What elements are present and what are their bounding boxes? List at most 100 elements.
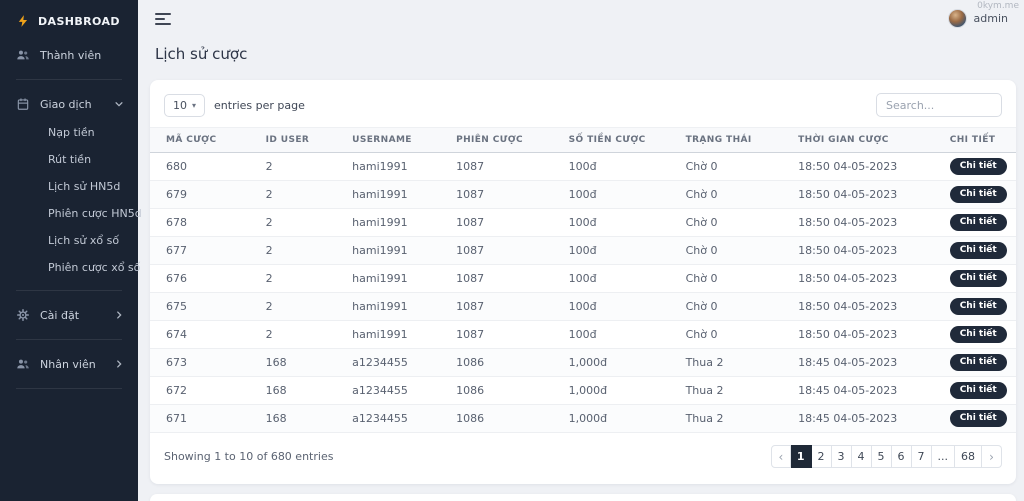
entries-per-page-label: entries per page [214,98,305,112]
sidebar-subitem[interactable]: Phiên cược HN5d [48,207,142,220]
column-header[interactable]: MÃ CƯỢC [150,127,250,153]
cell-chi-tiet: Chi tiết [933,320,1016,349]
cell-ma-cuoc: 673 [150,348,250,377]
sidebar-subitem[interactable]: Phiên cược xổ số [48,261,141,274]
cell-thoi-gian-cuoc: 18:50 04-05-2023 [782,180,934,209]
column-header[interactable]: THỜI GIAN CƯỢC [782,127,934,153]
detail-button[interactable]: Chi tiết [949,213,1007,232]
brand[interactable]: DASHBROAD [0,0,138,40]
sidebar-item-label: Thành viên [40,48,102,62]
pagination-page-button[interactable]: 4 [851,445,872,468]
sidebar-subitem[interactable]: Lịch sử HN5d [48,180,121,193]
divider [16,388,122,389]
sidebar-subitem[interactable]: Rút tiền [48,153,92,166]
column-header[interactable]: CHI TIẾT [933,127,1016,153]
user-menu[interactable]: admin [947,9,1008,28]
pagination-page-button[interactable]: 68 [955,445,982,468]
detail-button[interactable]: Chi tiết [949,157,1007,176]
sidebar-subitem[interactable]: Lịch sử xổ số [48,234,120,247]
detail-button[interactable]: Chi tiết [949,269,1007,288]
pagination-prev-button[interactable]: ‹ [770,445,791,468]
sidebar-item-settings[interactable]: Cài đặt [0,300,138,330]
pagination-page-button[interactable]: 3 [831,445,852,468]
cell-phien-cuoc: 1086 [440,404,553,433]
sidebar-subitem[interactable]: Nạp tiền [48,126,95,139]
cell-chi-tiet: Chi tiết [933,236,1016,265]
cell-phien-cuoc: 1087 [440,236,553,265]
cell-trang-thai: Chờ 0 [669,320,783,349]
cell-id-user: 2 [249,152,337,181]
sidebar-item-transactions[interactable]: Giao dịch [0,89,138,119]
pagination-page-button[interactable]: 1 [790,445,812,468]
cell-chi-tiet: Chi tiết [933,180,1016,209]
cell-id-user: 2 [249,208,337,237]
cell-ma-cuoc: 674 [150,320,250,349]
search-input[interactable] [876,93,1002,117]
cell-ma-cuoc: 671 [150,404,250,433]
detail-button[interactable]: Chi tiết [949,297,1007,316]
pagination-page-button[interactable]: 6 [891,445,912,468]
cell-thoi-gian-cuoc: 18:50 04-05-2023 [782,292,934,321]
cell-thoi-gian-cuoc: 18:50 04-05-2023 [782,236,934,265]
detail-button[interactable]: Chi tiết [949,409,1007,428]
cell-trang-thai: Chờ 0 [669,264,783,293]
cell-ma-cuoc: 679 [150,180,250,209]
cell-chi-tiet: Chi tiết [933,292,1016,321]
cell-so-tien-cuoc: 100đ [552,208,670,237]
cell-thoi-gian-cuoc: 18:50 04-05-2023 [782,208,934,237]
pagination-page-button[interactable]: 7 [911,445,932,468]
column-header[interactable]: ID USER [249,127,337,153]
cell-so-tien-cuoc: 1,000đ [552,348,670,377]
cell-thoi-gian-cuoc: 18:50 04-05-2023 [782,152,934,181]
detail-button[interactable]: Chi tiết [949,381,1007,400]
detail-button[interactable]: Chi tiết [949,325,1007,344]
cell-id-user: 2 [249,236,337,265]
pagination-next-button[interactable]: › [982,445,1002,468]
pagination-page-button[interactable]: 2 [811,445,832,468]
cell-ma-cuoc: 672 [150,376,250,405]
entries-per-page-select[interactable]: 10 ▾ [164,93,206,117]
cell-chi-tiet: Chi tiết [933,152,1016,181]
sidebar-item-staff[interactable]: Nhân viên [0,349,138,379]
cell-trang-thai: Chờ 0 [669,236,783,265]
detail-button[interactable]: Chi tiết [949,241,1007,260]
cell-username: hami1991 [336,208,441,237]
entries-per-page-value: 10 [173,98,187,112]
cell-chi-tiet: Chi tiết [933,376,1016,405]
sidebar-item-label: Giao dịch [40,97,92,111]
cell-so-tien-cuoc: 100đ [552,152,670,181]
table-row: 679 2 hami1991 1087 100đ Chờ 0 18:50 04-… [150,180,1016,209]
table-row: 680 2 hami1991 1087 100đ Chờ 0 18:50 04-… [150,152,1016,181]
column-header[interactable]: USERNAME [336,127,441,153]
pagination-page-button[interactable]: 5 [871,445,892,468]
divider [16,79,122,80]
table-controls: 10 ▾ entries per page [150,80,1016,127]
cell-thoi-gian-cuoc: 18:50 04-05-2023 [782,320,934,349]
column-header[interactable]: TRẠNG THÁI [669,127,783,153]
bets-table: MÃ CƯỢC ID USER USERNAME PHIÊN CƯỢC SỐ TIỀN … [150,127,1016,433]
cell-username: hami1991 [336,152,441,181]
column-header[interactable]: SỐ TIỀN CƯỢC [552,127,670,153]
detail-button[interactable]: Chi tiết [949,185,1007,204]
detail-button[interactable]: Chi tiết [949,353,1007,372]
table-row: 671 168 a1234455 1086 1,000đ Thua 2 18:4… [150,404,1016,433]
transactions-submenu: Nạp tiền Rút tiền Lịch sử HN5d Phiên cược H… [0,119,142,281]
cell-ma-cuoc: 680 [150,152,250,181]
cell-username: hami1991 [336,236,441,265]
table-row: 674 2 hami1991 1087 100đ Chờ 0 18:50 04-… [150,320,1016,349]
cell-chi-tiet: Chi tiết [933,404,1016,433]
cell-username: hami1991 [336,292,441,321]
menu-toggle-icon[interactable] [155,13,172,25]
table-row: 675 2 hami1991 1087 100đ Chờ 0 18:50 04-… [150,292,1016,321]
pagination-page-button[interactable]: ... [931,445,955,468]
column-header[interactable]: PHIÊN CƯỢC [440,127,553,153]
cell-username: hami1991 [336,320,441,349]
sidebar-item-members[interactable]: Thành viên [0,40,138,70]
cell-id-user: 2 [249,320,337,349]
cell-ma-cuoc: 675 [150,292,250,321]
cell-ma-cuoc: 678 [150,208,250,237]
cell-so-tien-cuoc: 1,000đ [552,376,670,405]
table-row: 676 2 hami1991 1087 100đ Chờ 0 18:50 04-… [150,264,1016,293]
table-row: 673 168 a1234455 1086 1,000đ Thua 2 18:4… [150,348,1016,377]
